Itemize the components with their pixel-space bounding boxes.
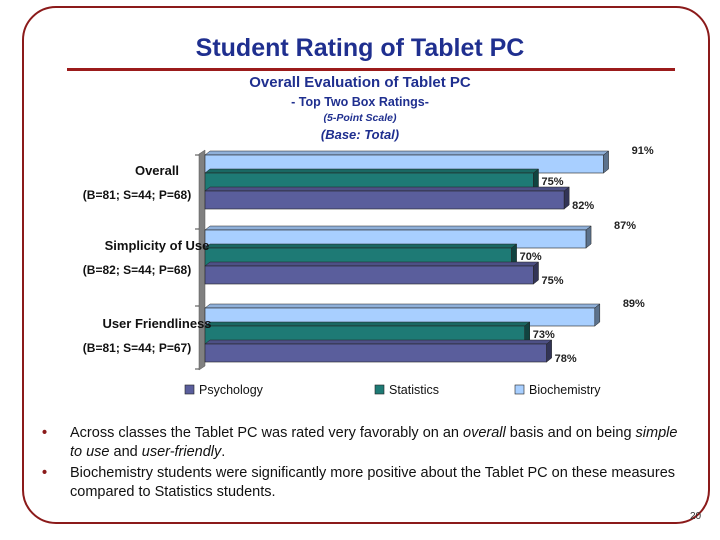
biochemistry-data-label: 91%: [632, 145, 654, 157]
chart-subtitle: - Top Two Box Ratings-: [291, 95, 429, 109]
page-number: 20: [690, 511, 702, 522]
bullet-text: .: [221, 444, 226, 460]
statistics-legend-label: Statistics: [389, 383, 439, 397]
statistics-data-label: 73%: [533, 329, 555, 341]
biochemistry-bar-top: [204, 225, 592, 231]
statistics-bar-top: [204, 243, 518, 249]
biochemistry-bar-top: [204, 150, 610, 156]
psychology-bar: [204, 343, 547, 363]
bullet-text: Biochemistry students were significantly…: [70, 465, 676, 500]
psychology-data-label: 82%: [572, 200, 594, 212]
psychology-bar-top: [204, 339, 553, 345]
statistics-bar-top: [204, 321, 531, 327]
bullet-dot-icon: •: [42, 425, 48, 441]
biochemistry-legend-label: Biochemistry: [529, 383, 601, 397]
bullet-emphasis-text: simple to use: [70, 425, 678, 460]
psychology-bar-side: [546, 339, 552, 363]
bullet-dot-icon: •: [42, 465, 48, 481]
category-base-label: (B=81; S=44; P=67): [83, 341, 191, 355]
statistics-bar-top: [204, 168, 540, 174]
biochemistry-data-label: 87%: [614, 220, 636, 232]
slide-title: Student Rating of Tablet PC: [195, 34, 525, 62]
category-label: User Friendliness: [102, 316, 211, 331]
bar-chart: 91% 75% 82% Overall (B=81; S=44; P=68) 87% 70%…: [83, 145, 654, 397]
biochemistry-bar-top: [204, 303, 601, 309]
psychology-bar-top: [204, 186, 570, 192]
bullet-list: • Across classes the Tablet PC was rated …: [42, 424, 682, 504]
title-divider: [67, 68, 675, 71]
biochemistry-bar-side: [594, 303, 601, 327]
psychology-bar-side: [563, 186, 570, 210]
statistics-data-label: 75%: [542, 176, 564, 188]
statistics-data-label: 70%: [520, 251, 542, 263]
biochemistry-legend-swatch: [514, 384, 525, 395]
biochemistry-bar-side: [585, 225, 592, 249]
category-label: Simplicity of Use: [105, 238, 210, 253]
category-label: Overall: [135, 163, 179, 178]
axis-wall: [198, 149, 206, 371]
bullet-text: and: [109, 444, 142, 460]
bullet-text: Across classes the Tablet PC was rated v…: [70, 425, 464, 441]
psychology-bar: [204, 265, 534, 285]
psychology-data-label: 78%: [555, 353, 577, 365]
slide-frame: [22, 6, 710, 524]
biochemistry-data-label: 89%: [623, 298, 645, 310]
category-base-label: (B=81; S=44; P=68): [83, 188, 191, 202]
psychology-legend-label: Psychology: [199, 383, 264, 397]
chart-title: Overall Evaluation of Tablet PC: [249, 74, 471, 91]
bullet-item: • Across classes the Tablet PC was rated …: [42, 424, 682, 462]
psychology-bar: [204, 190, 565, 210]
chart-base-note: (Base: Total): [320, 127, 400, 142]
bullet-text: basis and on being: [505, 425, 636, 441]
psychology-legend-swatch: [184, 384, 195, 395]
psychology-bar-side: [533, 261, 539, 285]
bullet-emphasis-text: user-friendly: [141, 444, 222, 460]
bullet-emphasis-text: overall: [463, 425, 506, 441]
chart-scale-note: (5-Point Scale): [323, 112, 397, 124]
bullet-item: • Biochemistry students were significantl…: [42, 464, 682, 502]
biochemistry-bar-side: [603, 150, 609, 174]
psychology-data-label: 75%: [542, 275, 564, 287]
statistics-legend-swatch: [374, 384, 385, 395]
psychology-bar-top: [204, 261, 540, 267]
category-base-label: (B=82; S=44; P=68): [83, 263, 191, 277]
